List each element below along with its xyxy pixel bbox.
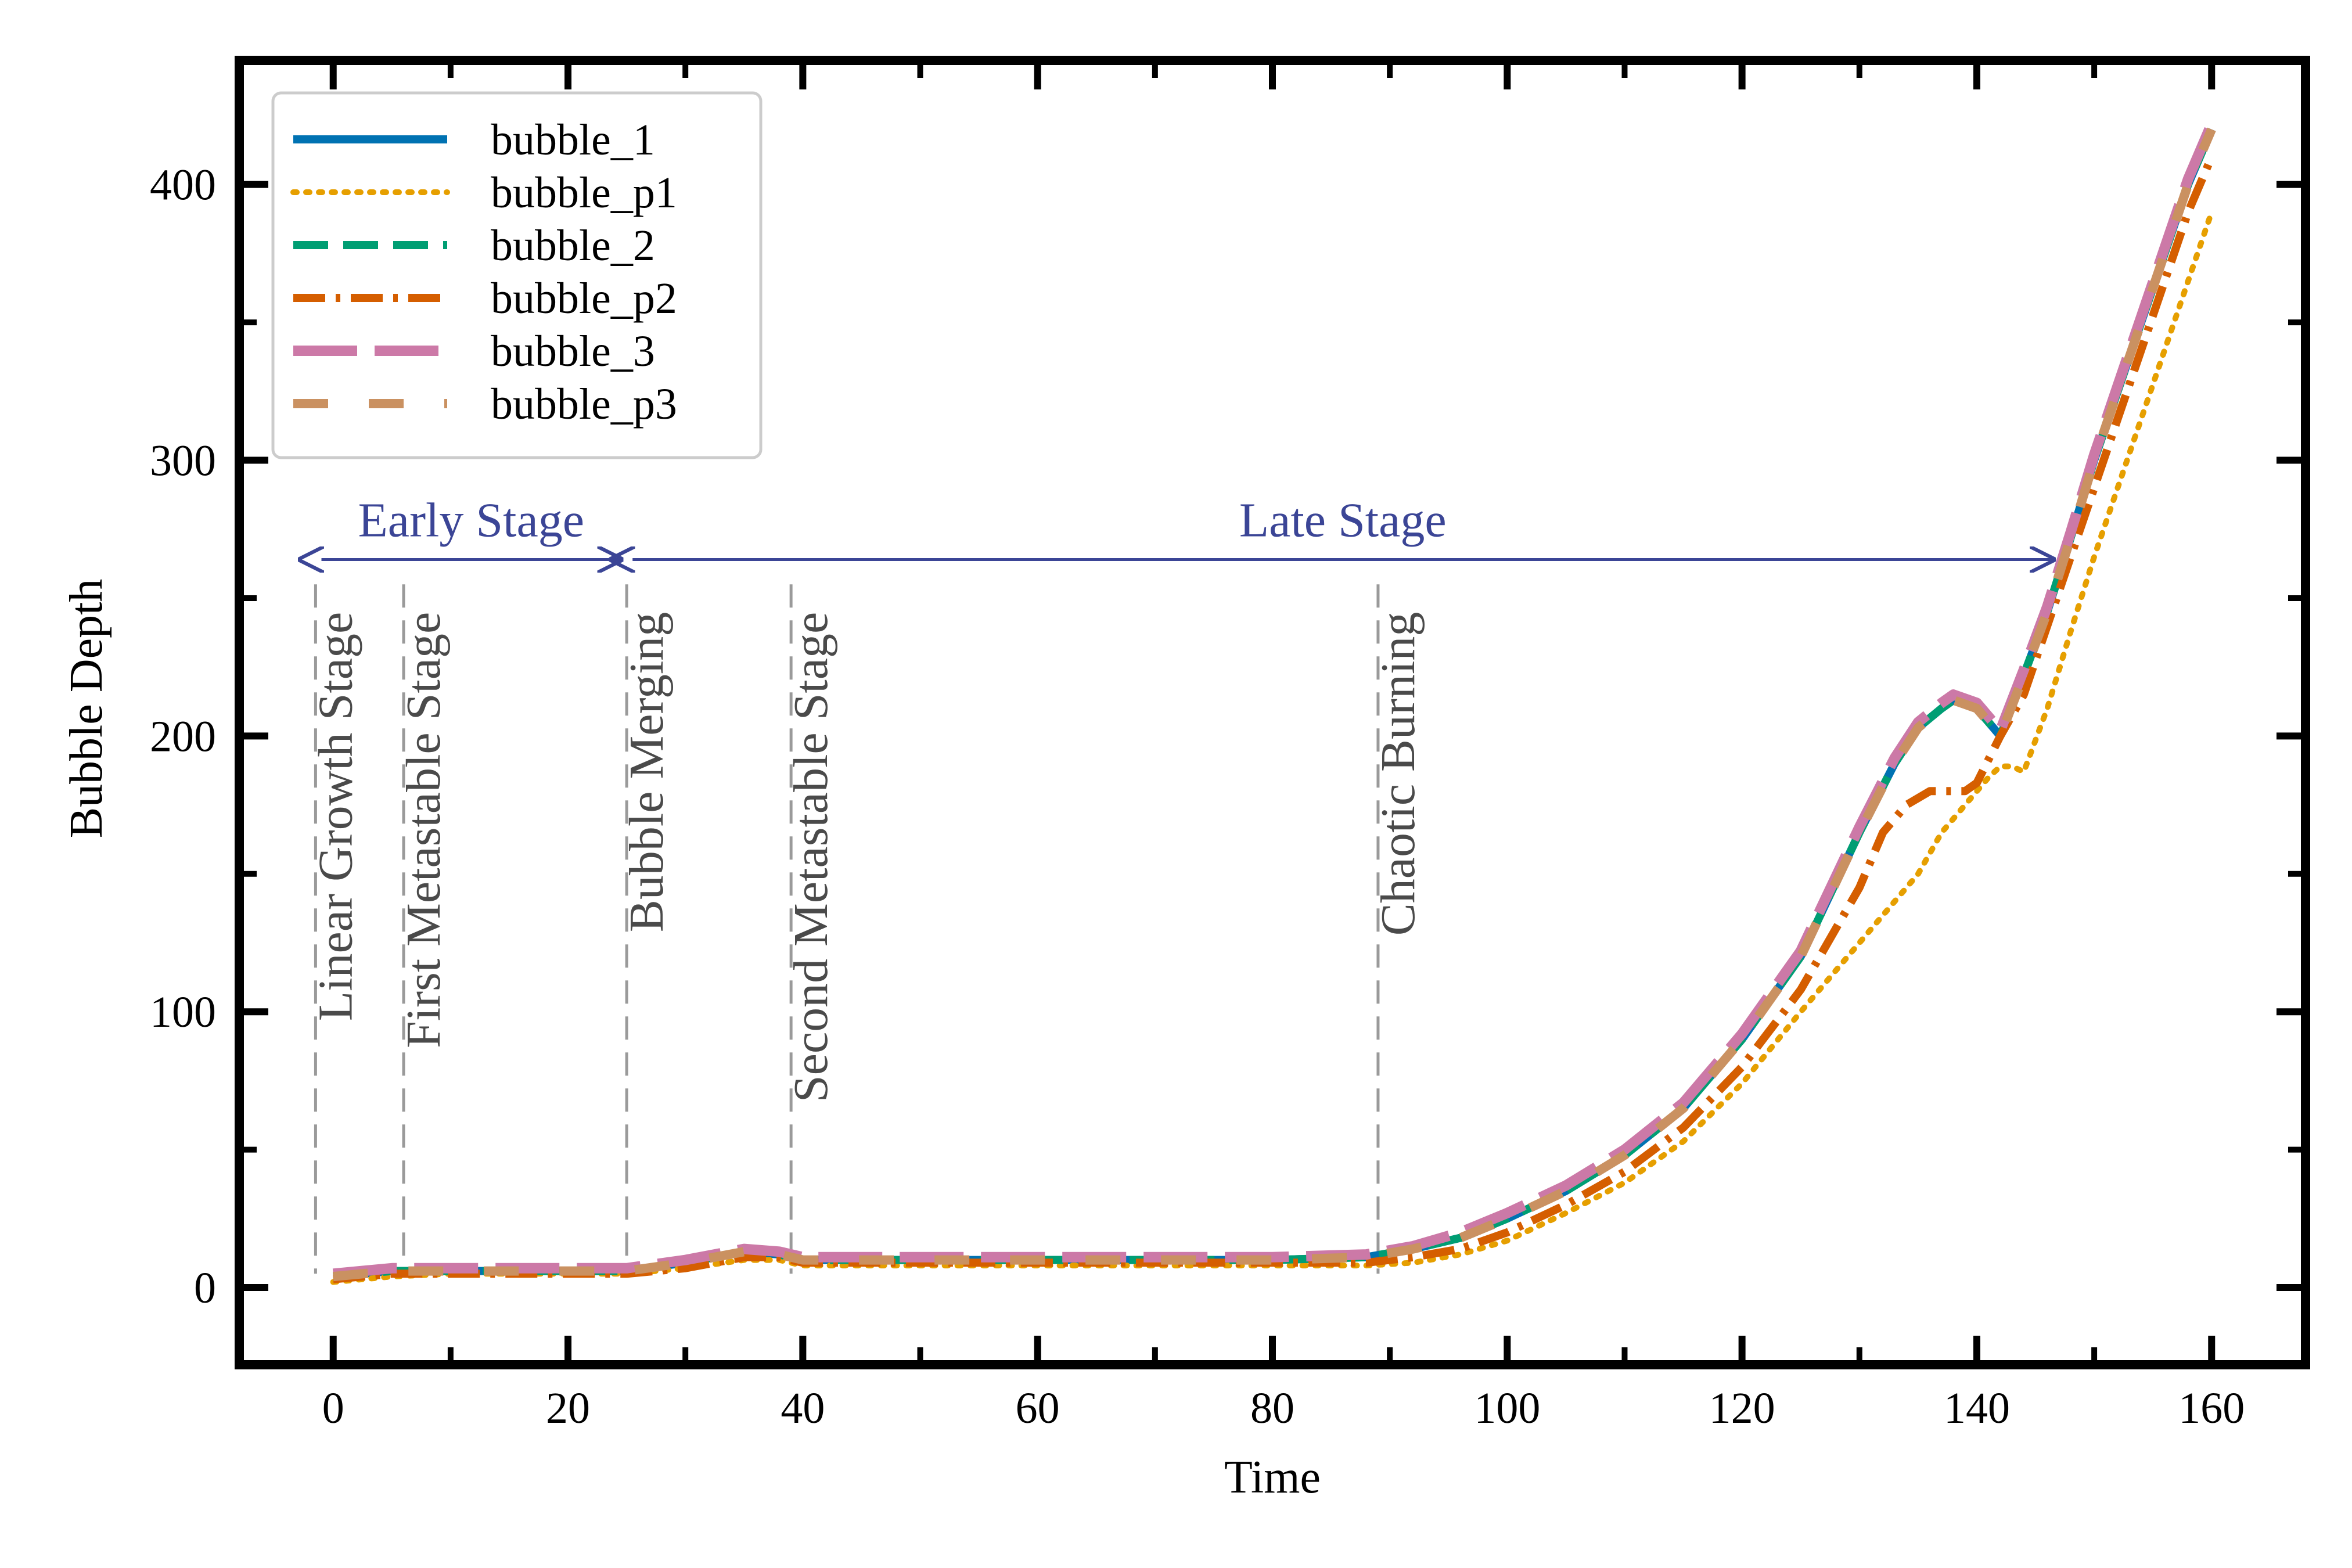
x-tick-label: 40 (781, 1384, 825, 1433)
range-label-2: Late Stage (1239, 493, 1447, 547)
x-tick-label: 160 (2178, 1384, 2245, 1433)
range-label-1: Early Stage (358, 493, 584, 547)
series-line-bubble_p3 (332, 127, 2216, 1282)
x-tick-label: 100 (1474, 1384, 1540, 1433)
y-tick-label: 200 (150, 712, 216, 761)
series-line-bubble_p2 (333, 155, 2216, 1283)
y-tick-label: 300 (150, 437, 216, 485)
x-tick-label: 80 (1250, 1384, 1294, 1433)
stage-range-arrows: Early Stage Late Stage (322, 493, 2053, 559)
stage-label-2: First Metastable Stage (397, 612, 451, 1048)
legend-box (271, 91, 763, 459)
x-axis-title: Time (1224, 1452, 1321, 1503)
stage-markers: Linear Growth Stage First Metastable Stag… (308, 584, 1425, 1274)
x-tick-label: 20 (546, 1384, 590, 1433)
series-line-bubble_p1 (330, 209, 2215, 1285)
legend-label-bubble_3: bubble_3 (491, 327, 655, 376)
stage-label-1: Linear Growth Stage (308, 612, 362, 1021)
y-tick-label: 0 (194, 1264, 216, 1312)
stage-label-4: Second Metastable Stage (784, 612, 838, 1102)
stage-label-3: Bubble Merging (620, 612, 674, 932)
data-series (330, 121, 2217, 1285)
x-tick-label: 140 (1944, 1384, 2010, 1433)
stage-label-5: Chaotic Burning (1371, 612, 1425, 936)
x-tick-label: 120 (1709, 1384, 1775, 1433)
y-tick-label: 400 (150, 161, 216, 210)
y-axis-title: Bubble Depth (61, 579, 112, 839)
y-tick-label: 100 (150, 988, 216, 1037)
x-tick-label: 0 (322, 1384, 344, 1433)
legend-label-bubble_2: bubble_2 (491, 221, 655, 270)
legend-label-bubble_p1: bubble_p1 (491, 168, 677, 217)
legend-label-bubble_p3: bubble_p3 (491, 380, 677, 429)
x-tick-label: 60 (1016, 1384, 1060, 1433)
legend-label-bubble_p2: bubble_p2 (491, 274, 677, 323)
legend: bubble_1bubble_p1bubble_2bubble_p2bubble… (271, 91, 763, 459)
legend-label-bubble_1: bubble_1 (491, 116, 655, 164)
axes: 0 20 40 60 80 100 120 140 160 0 100 200 300 400 (150, 56, 2310, 1433)
